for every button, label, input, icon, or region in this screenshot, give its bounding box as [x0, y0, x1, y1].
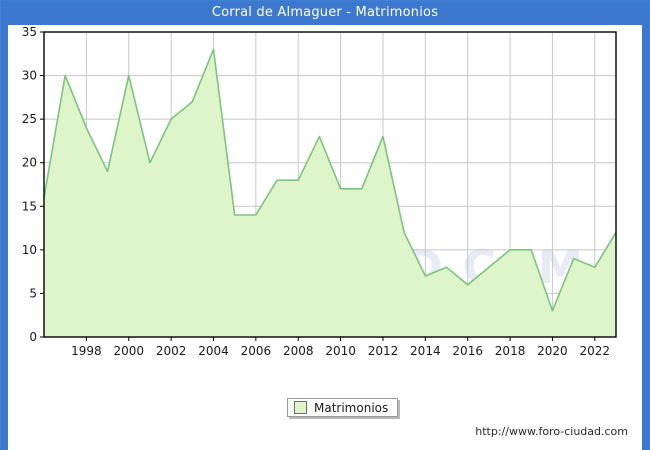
- axis-frame: [43, 31, 617, 338]
- legend-series-label: Matrimonios: [314, 400, 389, 415]
- svg-text:2014: 2014: [410, 344, 441, 358]
- svg-text:2018: 2018: [495, 344, 526, 358]
- svg-text:5: 5: [29, 286, 37, 300]
- source-url-label: http://www.foro-ciudad.com: [475, 425, 628, 438]
- svg-text:2022: 2022: [580, 344, 611, 358]
- legend-color-swatch: [294, 401, 307, 414]
- svg-text:2006: 2006: [241, 344, 272, 358]
- svg-text:20: 20: [22, 156, 37, 170]
- svg-text:2020: 2020: [537, 344, 568, 358]
- svg-text:0: 0: [29, 330, 37, 344]
- svg-text:25: 25: [22, 112, 37, 126]
- svg-text:2012: 2012: [368, 344, 399, 358]
- svg-text:2004: 2004: [198, 344, 229, 358]
- x-axis-tick-labels: 1998 2000 2002 2004 2006 2008 2010 2012 2014 2016…: [71, 337, 610, 358]
- window-title: Corral de Almaguer - Matrimonios: [1, 1, 649, 25]
- svg-text:2000: 2000: [113, 344, 144, 358]
- svg-text:2016: 2016: [452, 344, 483, 358]
- svg-text:2002: 2002: [156, 344, 187, 358]
- series-area-fill: [44, 49, 616, 338]
- svg-text:1998: 1998: [71, 344, 102, 358]
- svg-text:30: 30: [22, 69, 37, 83]
- right-border-rail: [642, 25, 649, 450]
- y-axis-tick-labels: 0 5 10 15 20 25 30 35: [22, 25, 44, 344]
- svg-text:35: 35: [22, 25, 37, 39]
- svg-text:2008: 2008: [283, 344, 314, 358]
- svg-text:10: 10: [22, 243, 37, 257]
- left-border-rail: [1, 25, 8, 450]
- svg-text:2010: 2010: [325, 344, 356, 358]
- chart-legend: Matrimonios: [287, 398, 399, 417]
- series-line-path: [43, 48, 617, 312]
- area-chart-svg: 0 5 10 15 20 25 30 35 1998 2000 2002 2004 2006 2008 2…: [22, 25, 617, 358]
- svg-text:15: 15: [22, 199, 37, 213]
